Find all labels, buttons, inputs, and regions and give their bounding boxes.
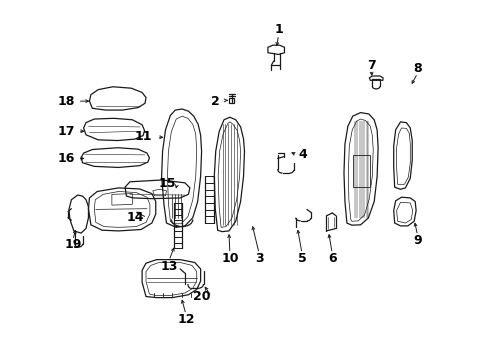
Text: 12: 12 bbox=[177, 313, 194, 327]
Text: 5: 5 bbox=[297, 252, 306, 265]
Text: 11: 11 bbox=[134, 130, 152, 144]
Text: 13: 13 bbox=[160, 260, 177, 273]
Text: 7: 7 bbox=[366, 59, 375, 72]
Text: 18: 18 bbox=[57, 95, 75, 108]
Text: 16: 16 bbox=[57, 152, 75, 165]
Text: 3: 3 bbox=[254, 252, 263, 265]
Text: 17: 17 bbox=[57, 125, 75, 138]
Text: 1: 1 bbox=[274, 23, 283, 36]
Text: 6: 6 bbox=[327, 252, 336, 265]
Text: 9: 9 bbox=[412, 234, 421, 247]
Text: 4: 4 bbox=[298, 148, 306, 161]
Text: 19: 19 bbox=[64, 238, 81, 251]
Text: 8: 8 bbox=[412, 62, 421, 75]
Text: 15: 15 bbox=[159, 177, 176, 190]
Text: 20: 20 bbox=[192, 290, 210, 303]
Text: 2: 2 bbox=[211, 95, 220, 108]
Text: 14: 14 bbox=[127, 211, 144, 224]
Text: 10: 10 bbox=[221, 252, 238, 265]
